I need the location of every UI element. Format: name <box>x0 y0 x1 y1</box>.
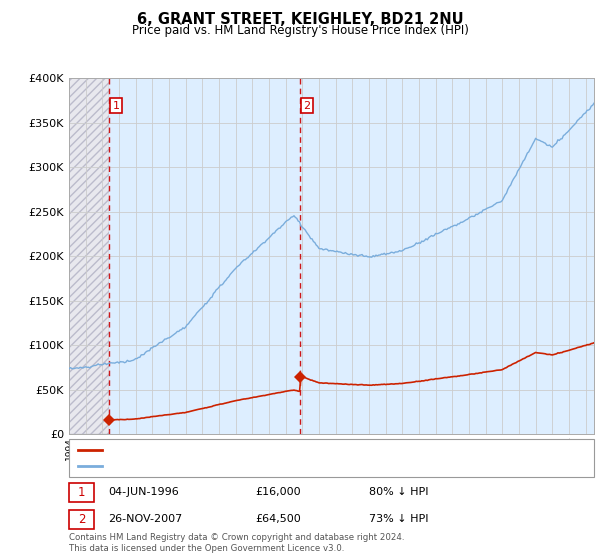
Bar <box>109 78 594 434</box>
Text: Price paid vs. HM Land Registry's House Price Index (HPI): Price paid vs. HM Land Registry's House … <box>131 24 469 36</box>
Text: Contains HM Land Registry data © Crown copyright and database right 2024.
This d: Contains HM Land Registry data © Crown c… <box>69 533 404 553</box>
Text: £16,000: £16,000 <box>255 487 301 497</box>
Text: 26-NOV-2007: 26-NOV-2007 <box>108 514 182 524</box>
Text: HPI: Average price, detached house, Bradford: HPI: Average price, detached house, Brad… <box>108 461 346 472</box>
Text: 80% ↓ HPI: 80% ↓ HPI <box>369 487 428 497</box>
Text: 73% ↓ HPI: 73% ↓ HPI <box>369 514 428 524</box>
Text: 2: 2 <box>78 512 85 526</box>
Text: 1: 1 <box>78 486 85 499</box>
Text: 1: 1 <box>113 101 119 111</box>
Bar <box>69 78 109 434</box>
Text: 6, GRANT STREET, KEIGHLEY, BD21 2NU (detached house): 6, GRANT STREET, KEIGHLEY, BD21 2NU (det… <box>108 445 412 455</box>
Text: £64,500: £64,500 <box>255 514 301 524</box>
Text: 04-JUN-1996: 04-JUN-1996 <box>108 487 179 497</box>
Text: 2: 2 <box>304 101 311 111</box>
Text: 6, GRANT STREET, KEIGHLEY, BD21 2NU: 6, GRANT STREET, KEIGHLEY, BD21 2NU <box>137 12 463 27</box>
